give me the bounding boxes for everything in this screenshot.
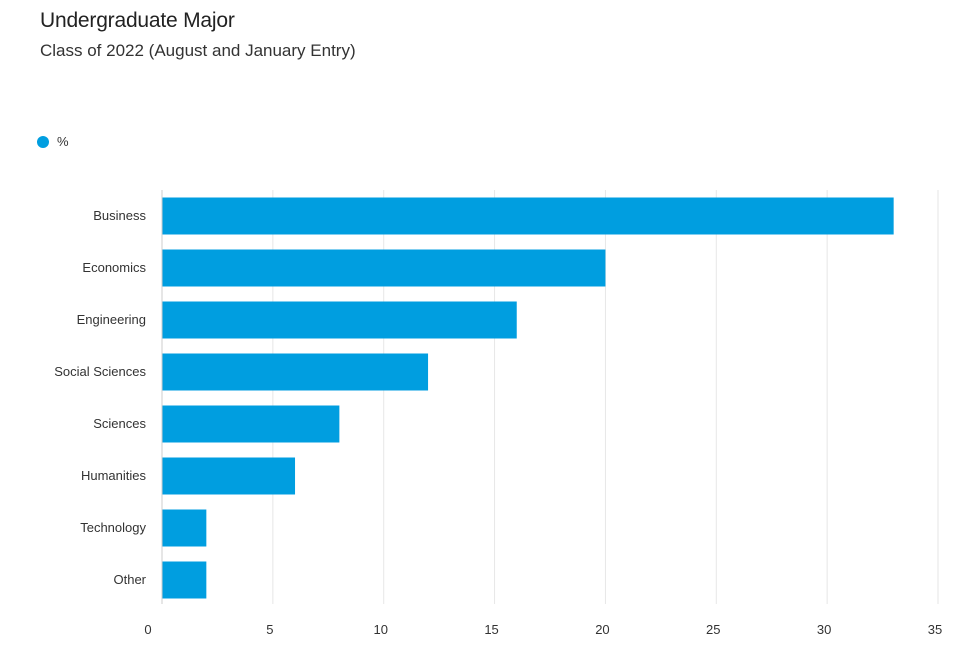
category-label: Technology [80,520,146,535]
x-tick-label: 5 [266,622,273,637]
x-tick-labels: 0 5 10 15 20 25 30 35 [144,622,942,637]
bars [162,197,894,599]
category-label: Engineering [77,312,146,327]
bar-sciences[interactable] [162,405,340,443]
x-tick-label: 0 [144,622,151,637]
category-label: Humanities [81,468,147,483]
x-tick-label: 20 [595,622,609,637]
chart-title: Undergraduate Major [40,9,235,32]
x-tick-label: 30 [817,622,831,637]
category-label: Other [113,572,146,587]
category-labels: Business Economics Engineering Social Scien… [54,208,146,587]
bar-technology[interactable] [162,509,207,547]
x-tick-label: 10 [373,622,387,637]
x-tick-label: 35 [928,622,942,637]
bar-other[interactable] [162,561,207,599]
bar-engineering[interactable] [162,301,517,339]
legend-swatch [37,135,49,148]
bar-economics[interactable] [162,249,606,287]
category-label: Business [93,208,146,223]
bar-business[interactable] [162,197,894,235]
legend[interactable]: % [37,134,69,149]
category-label: Economics [82,260,146,275]
bar-social-sciences[interactable] [162,353,429,391]
chart-subtitle: Class of 2022 (August and January Entry) [40,41,356,60]
category-label: Social Sciences [54,364,146,379]
x-tick-label: 15 [484,622,498,637]
legend-label: % [57,134,69,149]
x-tick-label: 25 [706,622,720,637]
category-label: Sciences [93,416,146,431]
bar-humanities[interactable] [162,457,296,495]
